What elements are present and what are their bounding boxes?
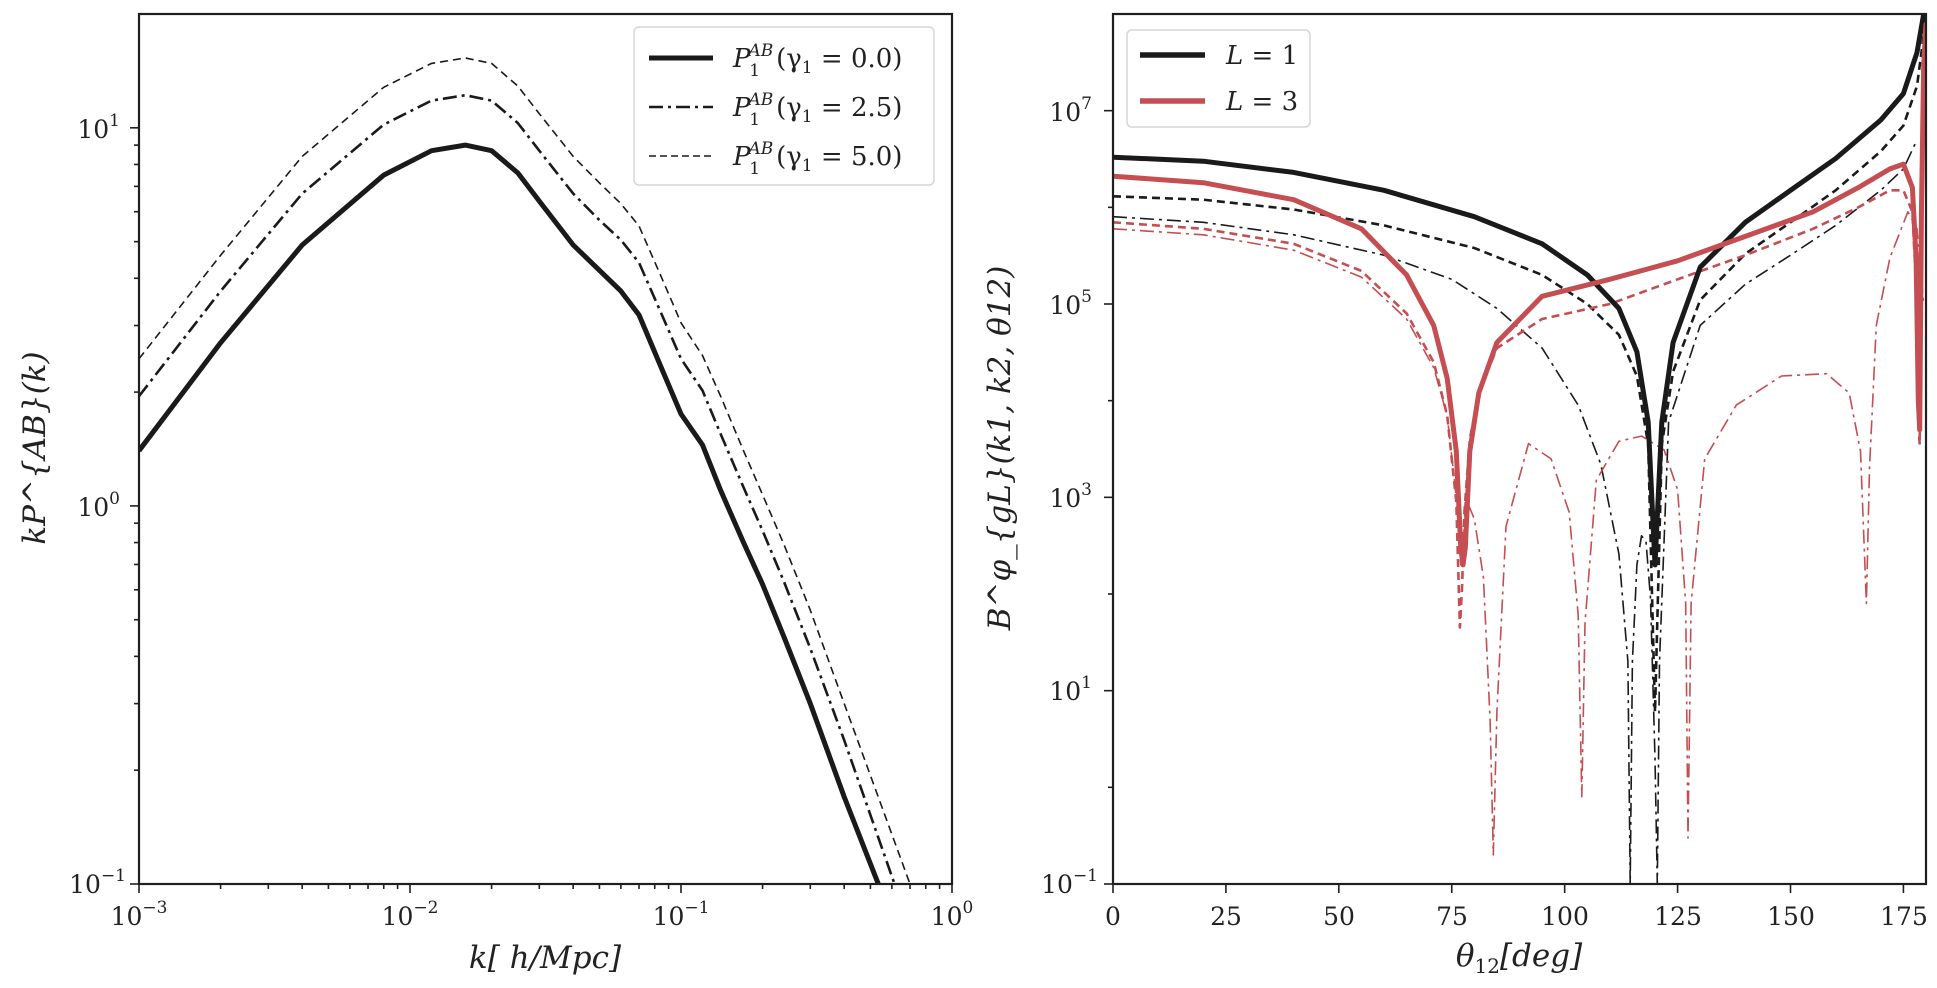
series-line-0-1 [139,93,896,884]
right-ticks [1104,109,1905,893]
right-xtick-label: 75 [1436,902,1468,931]
left-xtick-label: 10−2 [382,898,439,931]
left-xtick-label: 10−3 [111,898,168,931]
right-ytick-label: 10−1 [1041,866,1098,899]
right-curves [1113,14,1926,884]
left-ylabel: kP^{AB}(k) [17,351,53,544]
legend-label: PAB 1 (γ1 = 0.0) [732,41,902,81]
left-curves [139,57,911,884]
legend-label: PAB 1 (γ1 = 5.0) [732,139,902,179]
right-xtick-label: 25 [1210,902,1242,931]
right-xtick-label: 150 [1767,902,1815,931]
right-panel: 0 25 50 75 100 125 150 175 10−1 101 103 … [982,12,1928,978]
left-ticks [130,127,953,893]
right-ytick-label: 101 [1049,673,1092,706]
series-line-1-0 [1113,14,1926,568]
right-ylabel: B^φ_{gL}(k1, k2, θ12) [982,266,1018,632]
left-legend: PAB 1 (γ1 = 0.0) PAB 1 (γ1 = 2.5) PAB 1 (γ1 = … [633,26,935,186]
left-plot-frame [137,12,954,886]
right-xlabel: θ12[deg] [1456,938,1583,978]
right-xtick-label: 50 [1323,902,1355,931]
left-legend-box [633,26,935,186]
right-xtick-label: 0 [1105,902,1121,931]
legend-label: PAB 1 (γ1 = 2.5) [732,90,902,130]
left-xtick-label: 100 [931,898,974,931]
series-line-1-3 [1113,23,1926,568]
legend-label: L = 3 [1225,87,1298,117]
left-ytick-label: 101 [77,111,120,144]
right-xtick-label: 125 [1654,902,1702,931]
series-line-0-2 [139,57,911,884]
right-xtick-label: 175 [1880,902,1928,931]
right-ytick-label: 103 [1049,480,1092,513]
left-ytick-label: 10−1 [69,866,126,899]
series-line-0-0 [139,142,881,884]
left-panel: 10−3 10−2 10−1 100 10−1 100 101 k[ h/Mpc… [17,12,974,976]
series-line-1-1 [1113,35,1925,714]
series-line-1-5 [1113,211,1925,856]
right-ytick-label: 105 [1049,287,1092,320]
right-xtick-label: 100 [1541,902,1589,931]
left-ytick-label: 100 [77,489,120,522]
left-xtick-label: 10−1 [653,898,710,931]
series-line-1-2 [1113,139,1918,884]
right-legend: L = 1 L = 3 [1126,29,1311,128]
legend-label: L = 1 [1225,41,1298,71]
right-ytick-label: 107 [1049,94,1092,127]
left-xlabel: k[ h/Mpc] [469,940,622,976]
series-line-1-4 [1113,47,1926,629]
right-plot-frame [1111,12,1928,886]
